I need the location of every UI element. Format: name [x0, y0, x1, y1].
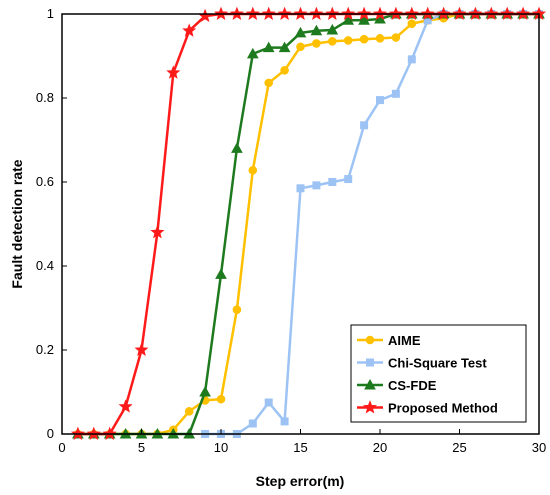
- data-point-proposed-method: [150, 225, 165, 239]
- data-point-proposed-method: [166, 65, 181, 79]
- data-point-cs-fde: [246, 47, 259, 59]
- y-tick-label: 0.8: [36, 90, 54, 105]
- data-point-aime: [375, 34, 385, 43]
- data-point-proposed-method: [182, 23, 197, 37]
- data-point-cs-fde: [342, 14, 355, 25]
- x-tick-label: 15: [293, 440, 307, 455]
- data-point-cs-fde: [310, 24, 323, 36]
- x-tick-label: 25: [452, 440, 466, 455]
- data-point-cs-fde: [278, 41, 291, 53]
- legend-item-cs-fde: CS-FDE: [357, 378, 437, 393]
- data-point-cs-fde: [262, 41, 275, 53]
- data-point-cs-fde: [199, 385, 211, 397]
- data-point-chi-square-test: [328, 178, 337, 186]
- data-point-aime: [232, 305, 242, 314]
- data-point-aime: [312, 39, 321, 48]
- data-point-aime: [264, 78, 274, 88]
- y-axis-title: Fault detection rate: [9, 159, 25, 288]
- data-point-chi-square-test: [312, 181, 321, 190]
- ticks-layer: 0 5 10 15 20 25 30 0 0.2 0.4 0.6 0.8 1: [36, 6, 546, 455]
- legend-swatch-marker: [364, 378, 376, 390]
- data-point-cs-fde: [358, 14, 370, 25]
- legend-item-proposed-method: Proposed Method: [357, 400, 498, 416]
- data-point-aime: [248, 165, 258, 175]
- y-tick-label: 1: [47, 6, 54, 21]
- data-point-chi-square-test: [296, 184, 305, 193]
- x-tick-label: 10: [214, 440, 228, 455]
- legend-swatch-marker: [362, 400, 378, 414]
- legend-label: Proposed Method: [388, 401, 498, 416]
- legend-label: AIME: [388, 333, 421, 348]
- legend-label: CS-FDE: [388, 378, 437, 393]
- y-tick-label: 0.6: [36, 174, 54, 189]
- data-point-aime: [280, 65, 289, 75]
- x-tick-label: 20: [373, 440, 387, 455]
- legend-label: Chi-Square Test: [388, 356, 487, 371]
- data-point-aime: [407, 19, 417, 28]
- data-point-chi-square-test: [264, 398, 273, 407]
- x-tick-label: 30: [532, 440, 546, 455]
- x-axis-title: Step error(m): [256, 473, 345, 489]
- legend-item-aime: AIME: [357, 333, 421, 348]
- x-tick-label: 5: [138, 440, 145, 455]
- legend-item-chi-square-test: Chi-Square Test: [357, 356, 487, 371]
- legend: AIME Chi-Square Test CS-FDE Proposed Method: [350, 324, 527, 423]
- data-point-chi-square-test: [391, 89, 400, 98]
- y-tick-label: 0.2: [36, 342, 54, 357]
- data-point-chi-square-test: [248, 419, 257, 428]
- data-point-chi-square-test: [280, 417, 289, 426]
- data-point-cs-fde: [215, 268, 227, 279]
- data-point-proposed-method: [118, 399, 133, 413]
- data-point-aime: [328, 37, 337, 46]
- legend-swatch-marker: [365, 335, 375, 345]
- data-point-aime: [391, 33, 401, 42]
- data-point-chi-square-test: [407, 55, 416, 64]
- data-point-chi-square-test: [376, 96, 384, 105]
- legend-swatch-marker: [366, 358, 374, 367]
- y-tick-label: 0.4: [36, 258, 54, 273]
- data-point-chi-square-test: [344, 175, 353, 184]
- data-point-aime: [216, 394, 226, 404]
- data-point-aime: [184, 407, 194, 416]
- data-point-aime: [359, 34, 369, 44]
- data-point-cs-fde: [231, 142, 243, 153]
- y-tick-label: 0: [47, 426, 54, 441]
- x-tick-label: 0: [58, 440, 65, 455]
- data-point-aime: [296, 42, 305, 52]
- data-point-aime: [343, 36, 353, 45]
- data-point-proposed-method: [134, 342, 149, 356]
- data-point-cs-fde: [326, 23, 339, 35]
- data-point-chi-square-test: [360, 121, 369, 130]
- data-point-cs-fde: [294, 26, 307, 38]
